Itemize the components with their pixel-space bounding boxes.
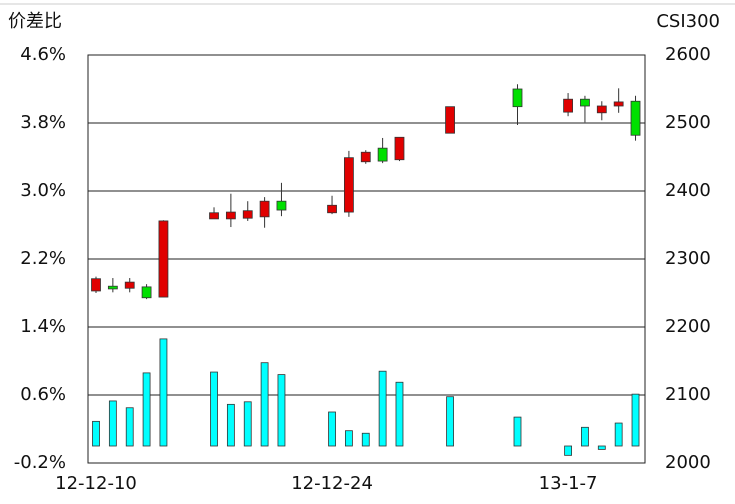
bar [614, 422, 623, 447]
y-axis-title: 价差比 [8, 11, 62, 32]
candle-body [327, 204, 337, 214]
bar [631, 393, 640, 447]
y2-tick-label: 2500 [665, 112, 711, 133]
y2-tick-label: 2400 [665, 180, 711, 201]
candle-body [596, 105, 607, 114]
candle-body [580, 98, 590, 107]
candle-body [225, 211, 236, 220]
y2-tick-label: 2000 [665, 452, 711, 473]
y2-tick-label: 2600 [665, 44, 711, 65]
bar [108, 400, 117, 447]
y-tick-label: 3.8% [20, 112, 66, 133]
x-tick-label: 12-12-10 [55, 473, 137, 494]
bar [361, 432, 370, 447]
candle-body [209, 212, 219, 220]
bar [344, 430, 353, 447]
bar [226, 403, 235, 447]
y-tick-label: 0.6% [20, 384, 66, 405]
bar [210, 371, 218, 447]
y-tick-label: 3.0% [20, 180, 66, 201]
y2-tick-label: 2200 [665, 316, 711, 337]
candle-body [445, 106, 455, 134]
y-tick-label: 4.6% [20, 44, 66, 65]
candle-body [259, 200, 270, 218]
candle-body [563, 98, 573, 113]
bar [125, 407, 134, 447]
bar [277, 374, 286, 447]
candle-body [107, 285, 118, 290]
x-tick-label: 12-12-24 [291, 473, 373, 494]
y2-axis-title: CSI300 [656, 11, 720, 32]
bar [328, 411, 336, 447]
candle-body [343, 157, 354, 213]
y2-tick-label: 2300 [665, 248, 711, 269]
bar [260, 362, 269, 447]
candle-body [242, 210, 253, 219]
candle-body [124, 281, 135, 289]
bar [564, 445, 572, 456]
y-tick-label: -0.2% [14, 452, 66, 473]
candle-body [276, 200, 287, 211]
y-tick-label: 2.2% [20, 248, 66, 269]
bar [581, 426, 589, 447]
bar [513, 416, 522, 447]
candle-body [141, 286, 152, 299]
bar [142, 372, 151, 447]
x-tick-label: 13-1-7 [539, 473, 598, 494]
bar [92, 420, 100, 447]
y2-tick-label: 2100 [665, 384, 711, 405]
bar [159, 338, 168, 447]
bar [597, 445, 606, 450]
candle-body [377, 147, 388, 162]
bar [243, 401, 252, 447]
candle-body [91, 278, 101, 292]
bar [446, 396, 454, 447]
y-tick-label: 1.4% [20, 316, 66, 337]
candle-body [512, 88, 523, 108]
bar [395, 381, 404, 447]
candle-body [394, 136, 405, 161]
bar [378, 370, 387, 447]
candle-body [630, 100, 641, 136]
candle-body [158, 220, 169, 298]
candle-body [360, 151, 371, 163]
candle-body [613, 101, 624, 107]
